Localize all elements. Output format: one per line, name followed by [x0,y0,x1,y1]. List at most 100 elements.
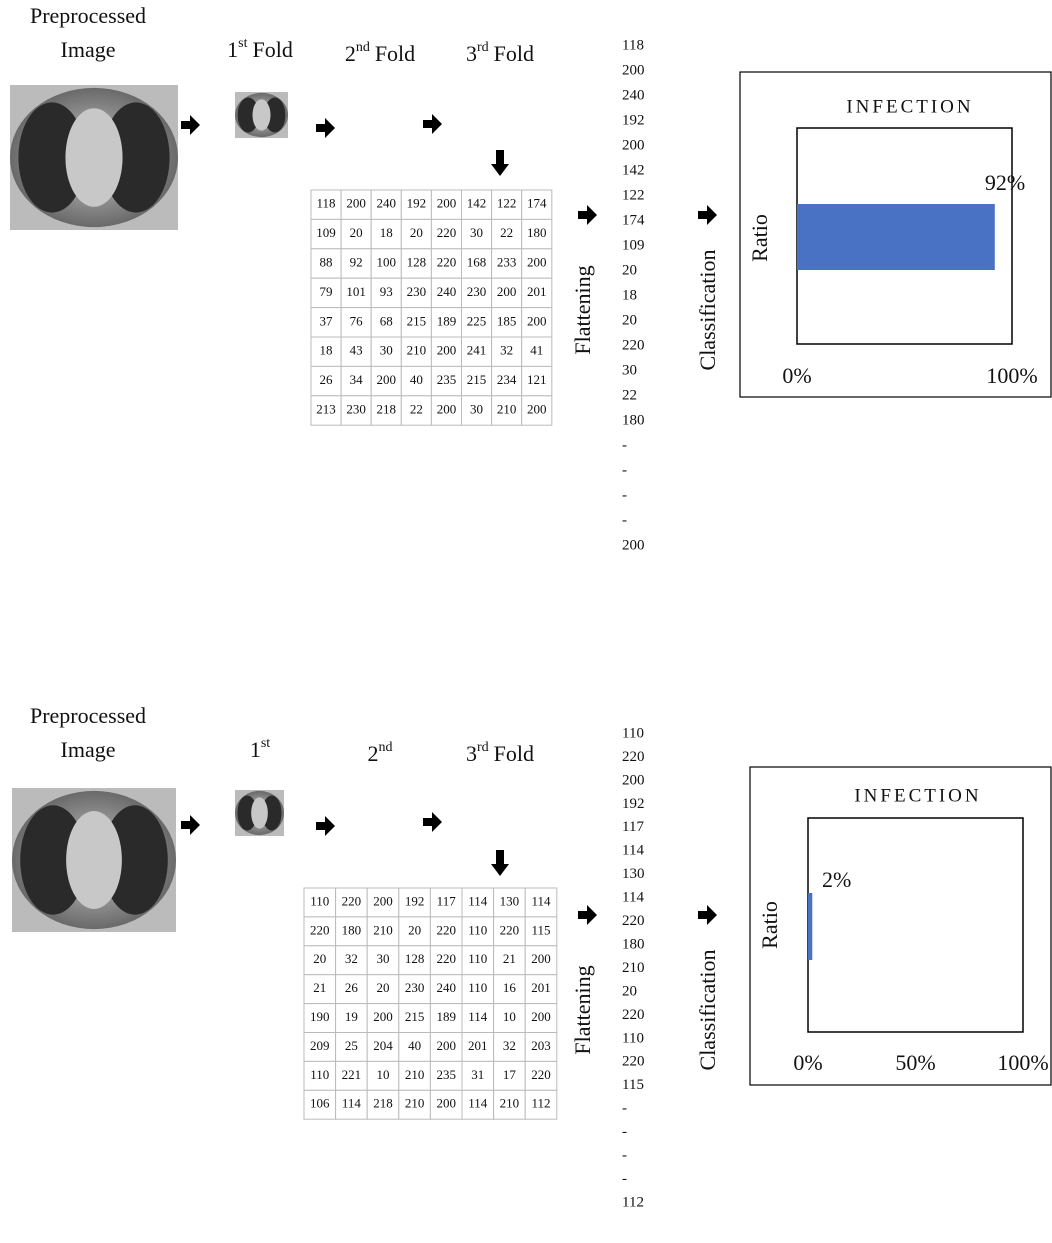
matrix-value: 209 [310,1038,330,1053]
fold-number: 2 [345,41,356,66]
matrix-value: 189 [437,313,457,328]
matrix-value: 200 [527,401,547,416]
matrix-value: 185 [497,313,517,328]
flattened-value: - [622,1101,627,1117]
matrix-value: 215 [467,372,487,387]
matrix-value: 241 [467,343,487,358]
matrix-value: 213 [316,401,336,416]
matrix-value: 215 [405,1009,425,1024]
matrix-value: 110 [310,1067,329,1082]
matrix-value: 200 [373,1009,393,1024]
flattened-value: 20 [622,262,637,278]
matrix-value: 122 [497,196,517,211]
matrix-value: 220 [437,225,457,240]
matrix-value: 110 [468,922,487,937]
matrix-value: 218 [373,1096,393,1111]
y-axis-label: Ratio [757,901,782,949]
page: PreprocessedImage1stFold2ndFold3rdFold11… [0,0,1052,1243]
arrow [491,150,509,176]
matrix-value: 43 [350,343,363,358]
flattened-value: - [622,1171,627,1187]
matrix-value: 200 [437,196,457,211]
matrix-value: 30 [470,225,483,240]
fold-number: 2 [368,741,379,766]
matrix-value: 200 [497,284,517,299]
flattened-value: 122 [622,187,645,203]
matrix-value: 200 [527,254,547,269]
flattened-value: - [622,1124,627,1140]
matrix-value: 118 [317,196,336,211]
matrix-value: 210 [500,1096,520,1111]
flattened-value: 130 [622,866,645,882]
matrix-value: 32 [503,1038,516,1053]
fold-word: Fold [494,741,534,766]
flattened-value: - [622,487,627,503]
classification-label: Classification [695,250,720,371]
matrix-value: 21 [503,951,516,966]
fold-suffix: nd [379,740,393,755]
matrix-value: 201 [468,1038,488,1053]
flattened-value: 174 [622,212,645,228]
flattened-value: 20 [622,983,637,999]
fold-suffix: nd [356,40,370,55]
fold-word: Fold [494,41,534,66]
fold-number: 3 [466,41,477,66]
matrix-value: 190 [310,1009,330,1024]
flattened-value: 200 [622,537,645,553]
matrix-value: 200 [531,951,551,966]
matrix-value: 128 [405,951,425,966]
matrix-value: 92 [350,254,363,269]
flattened-value: 220 [622,337,645,353]
matrix-value: 189 [436,1009,456,1024]
flattened-value: 22 [622,387,637,403]
flattened-value: 220 [622,1054,645,1070]
matrix-value: 201 [531,980,551,995]
matrix-value: 17 [503,1067,517,1082]
flattened-value: 200 [622,137,645,153]
flattened-value: 220 [622,913,645,929]
matrix-value: 240 [436,980,456,995]
fold-label: 3rdFold [466,740,534,766]
arrow [491,850,509,876]
matrix-value: 110 [468,951,487,966]
matrix-value: 16 [503,980,517,995]
matrix-value: 200 [531,1009,551,1024]
panel-title: Preprocessed [30,3,146,28]
matrix-value: 22 [500,225,513,240]
classification-label: Classification [695,950,720,1071]
matrix-value: 109 [316,225,336,240]
matrix-value: 230 [467,284,487,299]
matrix-value: 210 [405,1096,425,1111]
value-label: 92% [985,170,1025,195]
matrix-value: 25 [345,1038,358,1053]
matrix-value: 26 [345,980,359,995]
ct-heart [66,811,122,909]
arrow [578,205,597,225]
flattened-value: 192 [622,112,645,128]
matrix-value: 93 [380,284,393,299]
matrix-value: 210 [497,401,517,416]
chart-title: INFECTION [854,785,981,806]
matrix-value: 235 [436,1067,456,1082]
matrix-value: 220 [500,922,520,937]
matrix-value: 200 [436,1038,456,1053]
matrix-value: 225 [467,313,487,328]
fold-label: 2nd [368,740,393,766]
flattened-value: - [622,1148,627,1164]
matrix-value: 10 [503,1009,516,1024]
matrix-value: 21 [313,980,326,995]
value-label: 2% [822,867,851,892]
matrix-value: 30 [380,343,393,358]
matrix-value: 32 [500,343,513,358]
flattened-value: 210 [622,960,645,976]
matrix-value: 200 [436,1096,456,1111]
matrix-value: 41 [530,343,543,358]
chart-frame [750,767,1051,1085]
flatten-label: Flattening [570,965,595,1054]
panel-title: Image [61,737,116,762]
flattened-value: 220 [622,1007,645,1023]
matrix-value: 233 [497,254,517,269]
y-axis-label: Ratio [747,214,772,262]
flattened-value: 109 [622,237,645,253]
x-tick-label: 0% [782,363,811,388]
